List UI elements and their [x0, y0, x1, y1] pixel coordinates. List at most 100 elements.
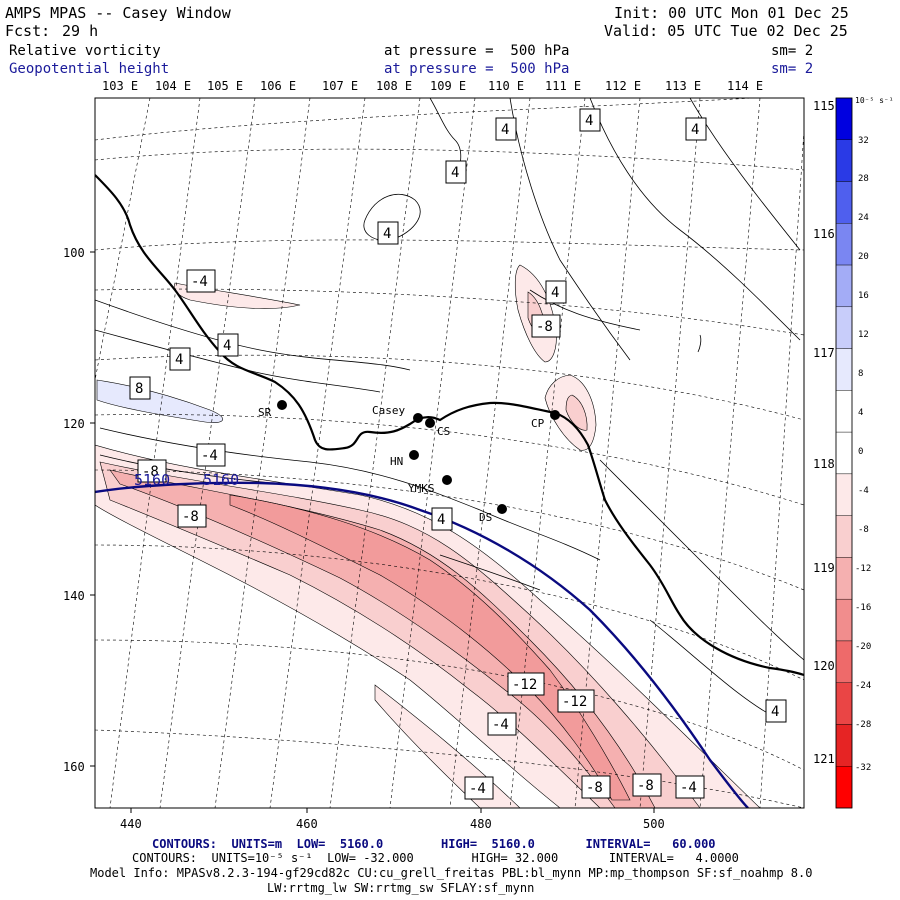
svg-text:8: 8: [135, 381, 143, 397]
colorbar-swatch: [835, 264, 853, 308]
top-lon-label: 109 E: [430, 79, 466, 93]
svg-text:4: 4: [175, 352, 183, 368]
colorbar-level-label: -16: [855, 603, 871, 613]
svg-text:4: 4: [451, 165, 459, 181]
top-lon-label: 114 E: [727, 79, 763, 93]
valid-time: Valid: 05 UTC Tue 02 Dec 25: [604, 22, 848, 40]
colorbar-swatch: [835, 306, 853, 349]
contour-label: 4: [377, 221, 399, 245]
svg-text:-8: -8: [586, 780, 603, 796]
top-lon-label: 110 E: [488, 79, 524, 93]
station-label: YMKS: [408, 482, 435, 495]
svg-text:4: 4: [691, 122, 699, 138]
top-lon-label: 106 E: [260, 79, 296, 93]
contour-label: -8: [177, 504, 207, 528]
y-tick-label: 120: [63, 417, 85, 431]
geopotential-height-contour: [95, 481, 749, 808]
svg-text:-8: -8: [637, 778, 654, 794]
svg-text:4: 4: [437, 512, 445, 528]
colorbar-level-label: 20: [858, 252, 869, 262]
colorbar-swatch: [835, 348, 853, 391]
plot-area: 4 4 4 4 4 -4 4 4 -8 4 8 -4 -8 -8 4 -12 -…: [95, 98, 804, 808]
station-label: DS: [479, 511, 492, 524]
svg-text:-12: -12: [562, 694, 587, 710]
top-lon-label: 108 E: [376, 79, 412, 93]
y-tick-label: 100: [63, 246, 85, 260]
svg-text:-4: -4: [201, 448, 218, 464]
colorbar: 10⁻⁵ s⁻¹ 32 28 24 20 16 12 8 4 0 -4 -8 -…: [835, 96, 894, 809]
contour-label: 4: [765, 699, 787, 723]
colorbar-level-label: 24: [858, 213, 869, 223]
colorbar-swatch: [835, 682, 853, 725]
axis-ticks: [90, 251, 655, 813]
station-marker: [413, 413, 423, 423]
contour-label: -4: [464, 776, 494, 800]
station-label: CP: [531, 417, 545, 430]
contour-label: -4: [675, 775, 705, 799]
contour-label: 4: [169, 347, 191, 371]
vorticity-contours: [95, 98, 804, 721]
station-label: Casey: [372, 404, 405, 417]
contour-label: -8: [531, 314, 561, 338]
colorbar-swatch: [835, 181, 853, 224]
colorbar-level-label: 32: [858, 136, 869, 146]
station-label: HN: [390, 455, 403, 468]
colorbar-swatch: [835, 223, 853, 266]
top-lon-label: 112 E: [605, 79, 641, 93]
station-label: SR: [258, 406, 272, 419]
contour-label: -8: [137, 459, 167, 483]
station-label: CS: [437, 425, 450, 438]
svg-text:-8: -8: [142, 464, 159, 480]
svg-text:4: 4: [585, 113, 593, 129]
colorbar-swatch: [835, 766, 853, 809]
svg-text:4: 4: [383, 226, 391, 242]
svg-text:4: 4: [551, 285, 559, 301]
svg-text:4: 4: [223, 338, 231, 354]
top-lon-label: 103 E: [102, 79, 138, 93]
contour-label: -8: [632, 773, 662, 797]
top-lon-label: 113 E: [665, 79, 701, 93]
field-name-vorticity: Relative vorticity: [9, 43, 161, 59]
footer-contours-vorticity: CONTOURS: UNITS=10⁻⁵ s⁻¹ LOW= -32.000 HI…: [132, 851, 739, 865]
field-pressure-vorticity: at pressure = 500 hPa: [384, 43, 570, 59]
plot-frame: [94, 97, 805, 809]
colorbar-level-label: 12: [858, 330, 869, 340]
x-tick-label: 500: [643, 817, 665, 831]
colorbar-unit: 10⁻⁵ s⁻¹: [855, 96, 894, 105]
contour-label: 4: [495, 117, 517, 141]
svg-text:-12: -12: [512, 677, 537, 693]
colorbar-swatch: [835, 431, 853, 475]
contour-label: -4: [196, 443, 226, 467]
colorbar-swatch: [835, 390, 853, 433]
stations: SR Casey CS HN YMKS DS CP: [258, 400, 560, 524]
forecast-hour: 29 h: [62, 22, 99, 40]
colorbar-level-label: -24: [855, 681, 871, 691]
colorbar-swatch: [835, 557, 853, 600]
top-lon-label: 107 E: [322, 79, 358, 93]
contour-label: 4: [431, 507, 453, 531]
x-tick-label: 480: [470, 817, 492, 831]
colorbar-level-label: -20: [855, 642, 871, 652]
colorbar-swatch: [835, 473, 853, 516]
colorbar-level-label: -4: [858, 486, 869, 496]
contour-label: 4: [685, 117, 707, 141]
svg-text:-8: -8: [536, 319, 553, 335]
station-marker: [497, 504, 507, 514]
x-tick-label: 440: [120, 817, 142, 831]
contour-label: 4: [579, 108, 601, 132]
svg-text:-8: -8: [182, 509, 199, 525]
contour-label: -8: [581, 775, 611, 799]
field-pressure-height: at pressure = 500 hPa: [384, 61, 570, 77]
contour-label: 4: [445, 160, 467, 184]
height-labels: 5160 5160: [134, 471, 239, 489]
colorbar-level-label: -12: [855, 564, 871, 574]
contour-label: -12: [557, 689, 595, 713]
svg-text:-4: -4: [492, 717, 509, 733]
contour-label: -12: [507, 672, 545, 696]
colorbar-swatch: [835, 515, 853, 558]
colorbar-level-label: 0: [858, 447, 863, 457]
top-lon-label: 105 E: [207, 79, 243, 93]
vorticity-labels: 4 4 4 4 4 -4 4 4 -8 4 8 -4 -8 -8 4 -12 -…: [129, 108, 787, 800]
colorbar-level-label: 8: [858, 369, 863, 379]
